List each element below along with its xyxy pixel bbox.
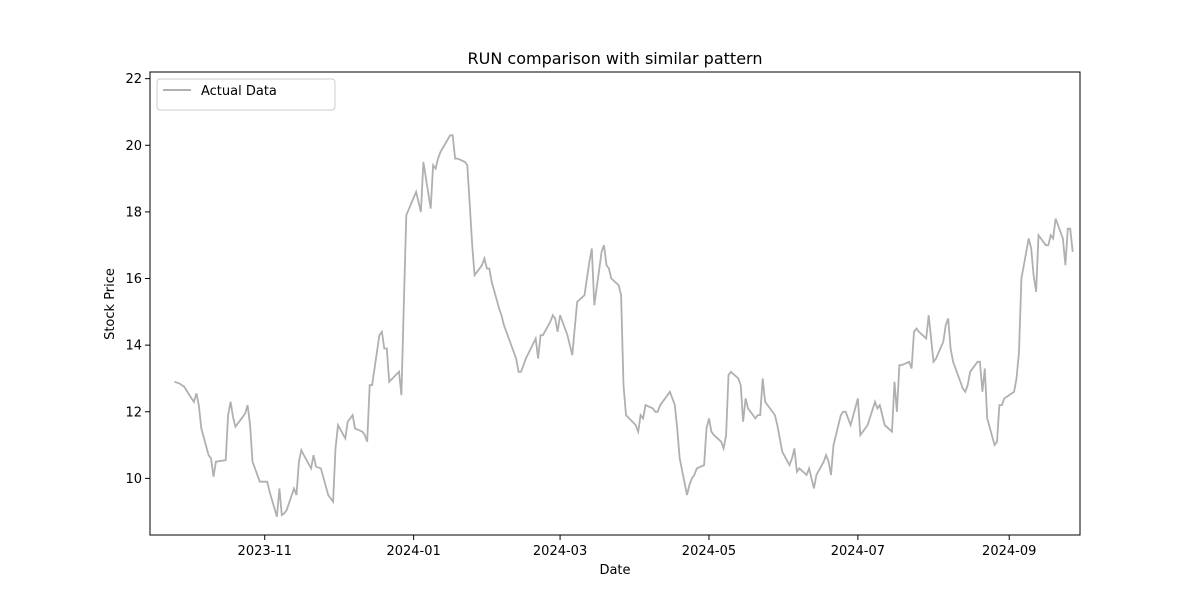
x-tick-label: 2024-05 bbox=[682, 544, 736, 559]
y-tick-label: 10 bbox=[125, 472, 142, 487]
y-tick-label: 16 bbox=[125, 272, 142, 287]
x-tick-label: 2023-11 bbox=[238, 544, 292, 559]
x-tick-label: 2024-07 bbox=[831, 544, 885, 559]
legend-box bbox=[156, 78, 336, 111]
y-tick-label: 12 bbox=[125, 405, 142, 420]
x-tick-label: 2024-01 bbox=[386, 544, 440, 559]
y-tick-label: 20 bbox=[125, 139, 142, 154]
y-tick-label: 14 bbox=[125, 339, 142, 354]
x-tick-label: 2024-09 bbox=[982, 544, 1036, 559]
y-axis-label: Stock Price bbox=[103, 268, 118, 340]
legend-label-0: Actual Data bbox=[201, 84, 277, 99]
chart-title: RUN comparison with similar pattern bbox=[468, 49, 763, 68]
x-axis-label: Date bbox=[599, 563, 630, 578]
y-tick-label: 22 bbox=[125, 72, 142, 87]
x-axis: 2023-11 2024-01 2024-03 2024-05 2024-07 2024-… bbox=[238, 535, 1036, 559]
plot-frame bbox=[149, 71, 1081, 536]
x-tick-label: 2024-03 bbox=[533, 544, 587, 559]
y-axis: 10 12 14 16 18 20 22 bbox=[125, 72, 150, 487]
y-tick-label: 18 bbox=[125, 205, 142, 220]
series-line-0 bbox=[174, 134, 1074, 517]
legend: Actual Data bbox=[156, 78, 336, 111]
plot-area bbox=[174, 134, 1074, 517]
